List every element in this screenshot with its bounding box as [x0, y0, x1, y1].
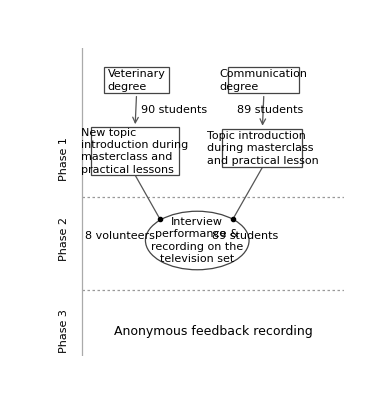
- Text: Phase 1: Phase 1: [59, 137, 69, 181]
- Text: Phase 2: Phase 2: [59, 217, 69, 261]
- Text: Phase 3: Phase 3: [59, 310, 69, 353]
- FancyBboxPatch shape: [228, 67, 299, 94]
- Text: 89 students: 89 students: [212, 231, 279, 241]
- Text: Communication
degree: Communication degree: [220, 69, 308, 92]
- Text: 89 students: 89 students: [237, 105, 303, 115]
- Text: Interview
performance &
recording on the
television set: Interview performance & recording on the…: [151, 217, 243, 264]
- Text: Topic introduction
during masterclass
and practical lesson: Topic introduction during masterclass an…: [207, 131, 318, 166]
- FancyBboxPatch shape: [104, 67, 169, 94]
- Text: Veterinary
degree: Veterinary degree: [108, 69, 165, 92]
- Text: 90 students: 90 students: [141, 105, 207, 115]
- Text: 8 volunteers: 8 volunteers: [85, 231, 155, 241]
- Ellipse shape: [146, 211, 249, 270]
- Text: New topic
introduction during
masterclass and
practical lessons: New topic introduction during masterclas…: [81, 128, 189, 175]
- Text: Anonymous feedback recording: Anonymous feedback recording: [114, 325, 313, 338]
- FancyBboxPatch shape: [222, 129, 303, 167]
- FancyBboxPatch shape: [91, 127, 180, 175]
